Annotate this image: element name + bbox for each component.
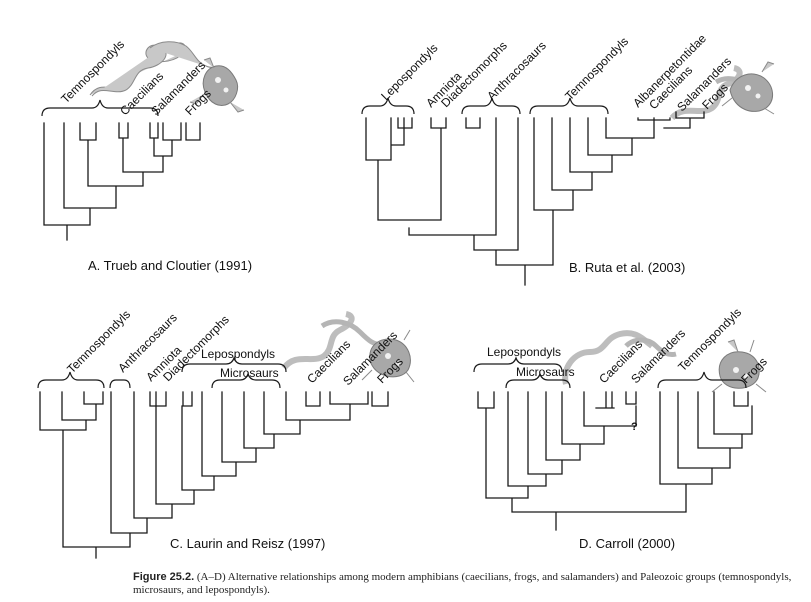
brace-microsaurs-d: [505, 372, 571, 389]
brace-temnospondyls-d: [657, 371, 747, 389]
label-microsaurs: Microsaurs: [220, 366, 279, 380]
label-microsaurs: Microsaurs: [516, 365, 575, 379]
caption-label: Figure 25.2.: [133, 571, 195, 583]
panel-b: Lepospondyls Amniota Diadectomorphs Anth…: [361, 31, 775, 286]
brace-microsaurs-c: [211, 372, 281, 389]
salamander-illustration: [624, 337, 677, 357]
caption-text: (A–D) Alternative relationships among mo…: [133, 571, 792, 596]
frog-illustration: [189, 57, 245, 113]
brace-lepospondyls-c: [181, 356, 287, 373]
brace-temnospondyls-c: [37, 371, 105, 389]
brace-anthracosaurs-c: [109, 379, 131, 389]
caecilian-illustration: [562, 330, 654, 385]
label-lepospondyls: Lepospondyls: [487, 345, 561, 359]
label-lepospondyls: Lepospondyls: [201, 347, 275, 361]
frog-illustration: [711, 339, 767, 393]
brace-temnospondyls: [41, 99, 159, 117]
frog-illustration: [361, 329, 415, 383]
brace-anthracosaurs-b: [461, 97, 521, 115]
brace-lepospondyls-b: [361, 97, 415, 115]
label-temnospondyls: Temnospondyls: [562, 34, 631, 103]
panel-b-title: B. Ruta et al. (2003): [569, 260, 685, 275]
brace-lepospondyls-d: [473, 356, 563, 373]
frog-illustration: [721, 61, 775, 115]
panel-d: ? Lepospondyls Microsaurs Caecilians Sal…: [473, 305, 770, 551]
panel-c-title: C. Laurin and Reisz (1997): [170, 536, 325, 551]
figure-caption: Figure 25.2. (A–D) Alternative relations…: [133, 571, 803, 597]
panel-a-title: A. Trueb and Cloutier (1991): [88, 258, 252, 273]
question-mark: ?: [631, 421, 638, 433]
panel-d-title: D. Carroll (2000): [579, 536, 675, 551]
caecilian-illustration: [669, 65, 743, 121]
panel-c: Temnospondyls Anthracosaurs Amniota Diad…: [37, 307, 415, 559]
brace-temnospondyls-b: [529, 97, 609, 115]
caecilian-illustration: [281, 311, 355, 371]
panel-a: Temnospondyls Caecilians Salamanders Fro…: [41, 37, 252, 273]
